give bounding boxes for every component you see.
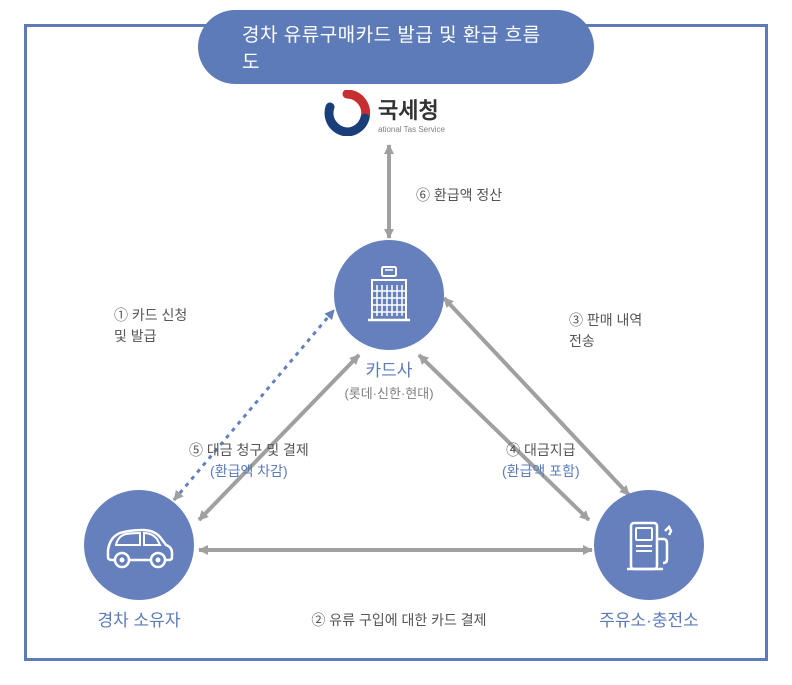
car-icon [102, 515, 176, 575]
node-gas-station: 주유소·충전소 [594, 490, 704, 631]
nts-sublabel: ational Tas Service [378, 125, 445, 134]
nts-logo-icon [324, 90, 370, 136]
node-nts: 국세청 ational Tas Service [324, 90, 445, 136]
edge-1-label: ① 카드 신청 및 발급 [114, 305, 187, 347]
flowchart-diagram: 국세청 ational Tas Service 카드사 (롯데·신한·현대) [24, 50, 768, 661]
card-label: 카드사 [366, 356, 413, 381]
edge-4-label: ④ 대금지급 (환급액 포함) [502, 440, 580, 482]
edge-6-label: ⑥ 환급액 정산 [416, 185, 502, 206]
gas-pump-icon [619, 513, 679, 577]
edge-3-label: ③ 판매 내역 전송 [569, 310, 642, 352]
edge-5-label: ⑤ 대금 청구 및 결제 (환급액 차감) [189, 440, 309, 482]
nts-label: 국세청 [378, 93, 439, 125]
diagram-title: 경차 유류구매카드 발급 및 환급 흐름도 [198, 10, 594, 84]
card-sublabel: (롯데·신한·현대) [344, 383, 433, 402]
owner-label: 경차 소유자 [98, 606, 181, 631]
node-card-company: 카드사 (롯데·신한·현대) [334, 240, 444, 402]
station-label: 주유소·충전소 [599, 606, 699, 631]
node-car-owner: 경차 소유자 [84, 490, 194, 631]
edge-2-label: ② 유류 구입에 대한 카드 결제 [269, 610, 529, 631]
building-icon [358, 264, 420, 326]
